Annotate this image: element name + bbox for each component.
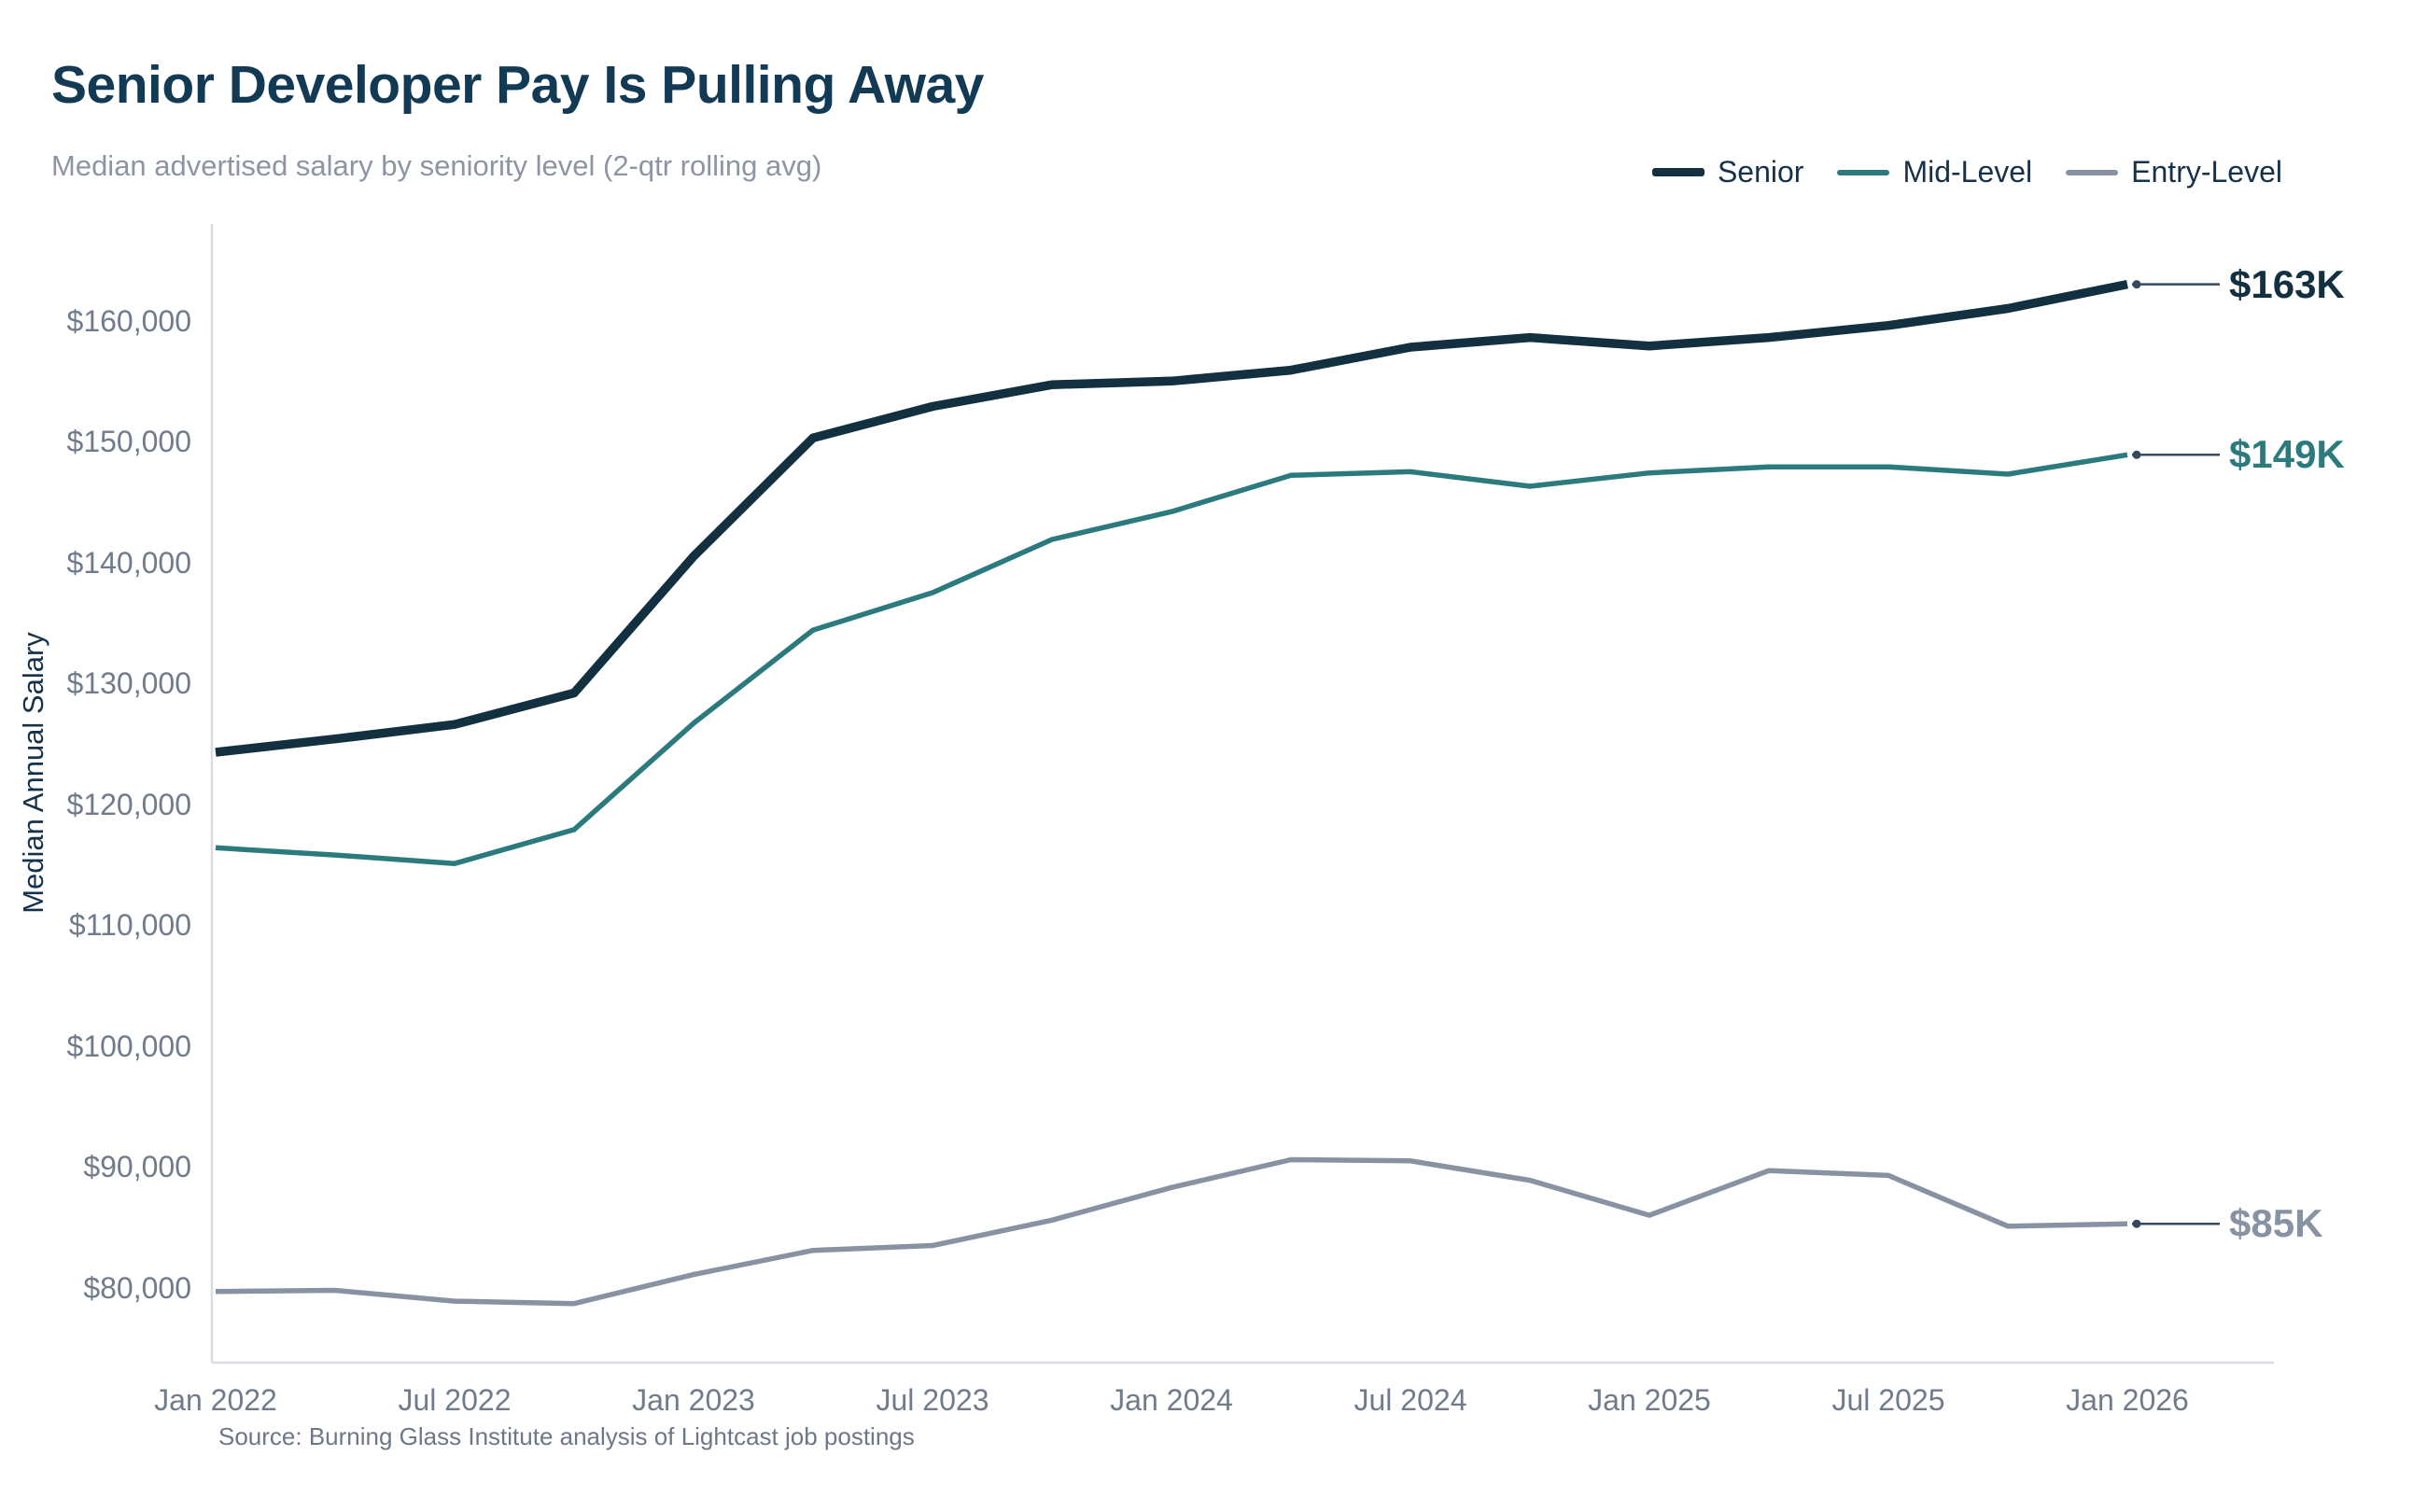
y-tick-label: $150,000 <box>66 425 191 459</box>
end-label-connector-dot <box>2132 280 2141 289</box>
senior-line <box>215 279 2128 757</box>
y-tick-label: $110,000 <box>68 908 191 943</box>
x-tick-label: Jul 2025 <box>1831 1383 1945 1417</box>
y-tick-label: $120,000 <box>66 787 191 821</box>
legend-item-senior: Senior <box>1651 155 1804 189</box>
end-label-connector-dot <box>2132 450 2141 459</box>
legend: Senior Mid-Level Entry-Level <box>1651 155 2282 189</box>
y-tick-label: $140,000 <box>66 545 191 580</box>
end-label-senior: $163K <box>2229 261 2345 306</box>
y-tick-label: $160,000 <box>66 303 191 338</box>
x-tick-label: Jan 2024 <box>1110 1383 1233 1417</box>
legend-item-entry-level: Entry-Level <box>2066 155 2282 189</box>
x-tick-label: Jul 2024 <box>1354 1383 1467 1417</box>
legend-label: Senior <box>1717 155 1804 189</box>
legend-line-swatch <box>2066 169 2119 175</box>
y-tick-label: $80,000 <box>83 1270 191 1305</box>
legend-item-mid-level: Mid-Level <box>1837 155 2032 189</box>
mid-level-line <box>215 452 2128 866</box>
x-tick-label: Jul 2022 <box>398 1383 512 1417</box>
end-label-connector-dot <box>2132 1219 2141 1228</box>
y-tick-label: $90,000 <box>83 1150 191 1184</box>
legend-line-swatch <box>1837 169 1890 175</box>
x-tick-label: Jan 2022 <box>154 1383 277 1417</box>
chart-title: Senior Developer Pay Is Pulling Away <box>51 55 984 115</box>
y-tick-label: $100,000 <box>66 1029 191 1063</box>
source-note: Source: Burning Glass Institute analysis… <box>218 1422 915 1450</box>
x-tick-label: Jul 2023 <box>876 1383 989 1417</box>
y-tick-label: $130,000 <box>66 666 191 701</box>
legend-label: Mid-Level <box>1902 155 2033 189</box>
x-tick-label: Jan 2026 <box>2066 1383 2189 1417</box>
legend-label: Entry-Level <box>2131 155 2282 189</box>
x-tick-label: Jan 2025 <box>1588 1383 1711 1417</box>
entry-level-line <box>215 1156 2128 1307</box>
end-label-entry-level: $85K <box>2229 1201 2323 1246</box>
end-label-mid-level: $149K <box>2229 432 2345 477</box>
legend-line-swatch <box>1651 168 1705 176</box>
x-tick-label: Jan 2023 <box>632 1383 755 1417</box>
chart-subtitle: Median advertised salary by seniority le… <box>51 149 822 182</box>
